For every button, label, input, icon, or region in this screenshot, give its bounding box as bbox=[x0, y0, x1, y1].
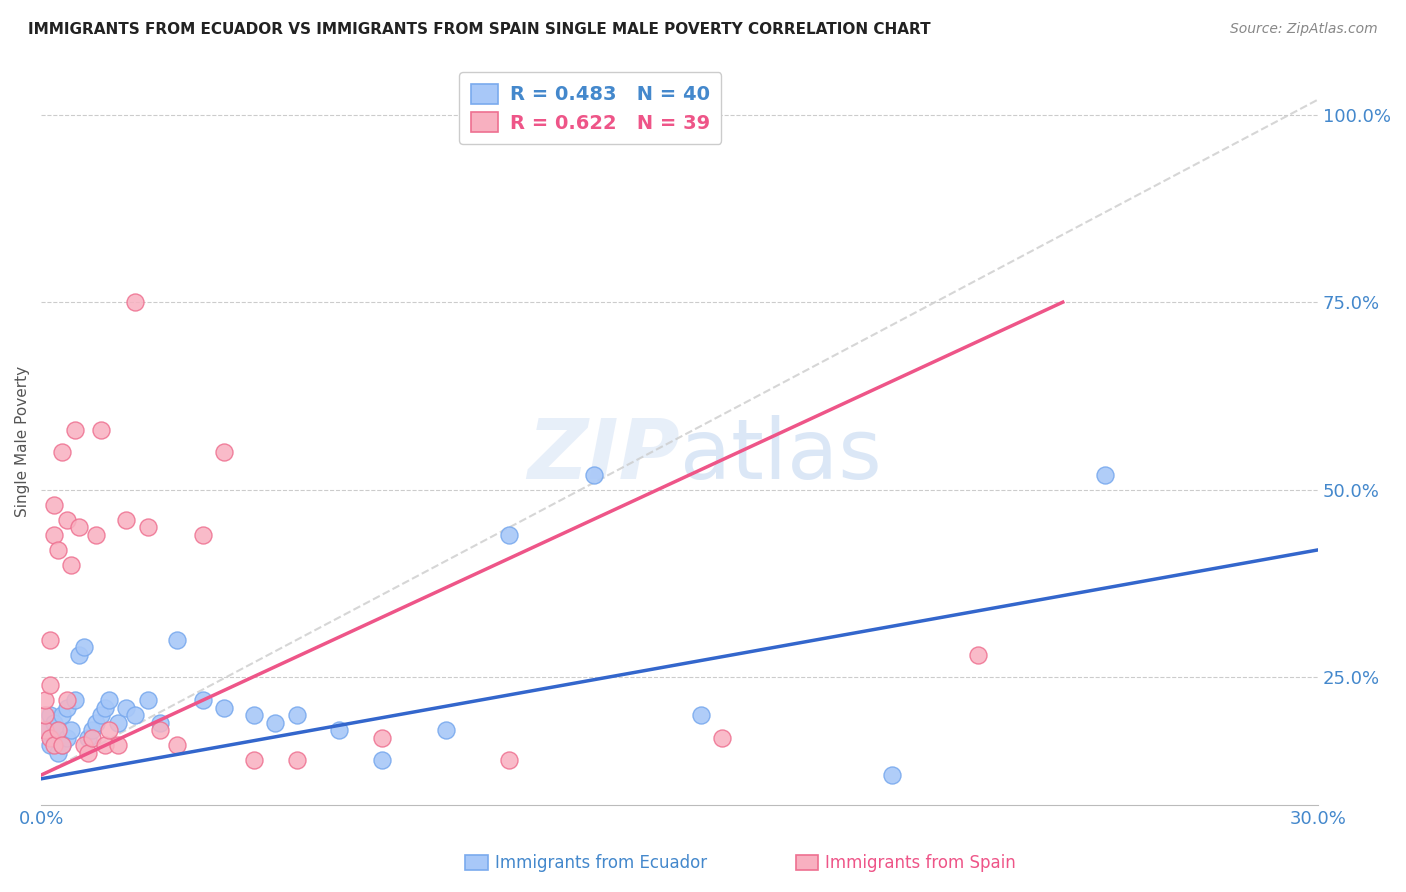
Point bbox=[34, 693, 56, 707]
Point bbox=[166, 738, 188, 752]
Text: ZIP: ZIP bbox=[527, 415, 679, 496]
Point bbox=[55, 513, 77, 527]
Point bbox=[46, 746, 69, 760]
Bar bbox=[796, 855, 818, 871]
Point bbox=[264, 715, 287, 730]
Text: Immigrants from Spain: Immigrants from Spain bbox=[825, 854, 1017, 871]
Legend: R = 0.483   N = 40, R = 0.622   N = 39: R = 0.483 N = 40, R = 0.622 N = 39 bbox=[460, 72, 721, 145]
Point bbox=[46, 542, 69, 557]
Y-axis label: Single Male Poverty: Single Male Poverty bbox=[15, 366, 30, 516]
Point bbox=[34, 708, 56, 723]
Point bbox=[243, 708, 266, 723]
Point bbox=[63, 423, 86, 437]
Point bbox=[882, 768, 904, 782]
Point bbox=[67, 648, 90, 662]
Point bbox=[73, 738, 96, 752]
Point bbox=[42, 528, 65, 542]
Point bbox=[285, 708, 308, 723]
Point bbox=[59, 723, 82, 737]
Point bbox=[212, 700, 235, 714]
Point bbox=[1094, 467, 1116, 482]
Point bbox=[98, 693, 121, 707]
Point bbox=[82, 723, 104, 737]
Point bbox=[124, 708, 146, 723]
Point bbox=[67, 520, 90, 534]
Point bbox=[42, 738, 65, 752]
Point bbox=[498, 528, 520, 542]
Point bbox=[124, 295, 146, 310]
Point bbox=[243, 753, 266, 767]
Point bbox=[55, 700, 77, 714]
Point bbox=[51, 445, 73, 459]
Bar bbox=[465, 855, 488, 871]
Text: Immigrants from Ecuador: Immigrants from Ecuador bbox=[495, 854, 707, 871]
Point bbox=[434, 723, 457, 737]
Point bbox=[149, 723, 172, 737]
Point bbox=[107, 715, 129, 730]
Point bbox=[42, 715, 65, 730]
Point bbox=[46, 723, 69, 737]
Point bbox=[212, 445, 235, 459]
Point bbox=[90, 708, 112, 723]
Point bbox=[38, 632, 60, 647]
Point bbox=[107, 738, 129, 752]
Point bbox=[94, 700, 117, 714]
Point bbox=[98, 723, 121, 737]
Point bbox=[285, 753, 308, 767]
Point bbox=[82, 731, 104, 745]
Point bbox=[690, 708, 713, 723]
Point bbox=[115, 700, 138, 714]
Point bbox=[55, 693, 77, 707]
Point bbox=[583, 467, 606, 482]
Text: Source: ZipAtlas.com: Source: ZipAtlas.com bbox=[1230, 22, 1378, 37]
Point bbox=[136, 520, 159, 534]
Point bbox=[77, 731, 100, 745]
Text: atlas: atlas bbox=[679, 415, 882, 496]
Point bbox=[966, 648, 988, 662]
Point bbox=[38, 678, 60, 692]
Point bbox=[34, 723, 56, 737]
Point bbox=[63, 693, 86, 707]
Point bbox=[86, 528, 108, 542]
Point bbox=[46, 723, 69, 737]
Point bbox=[191, 693, 214, 707]
Point bbox=[38, 738, 60, 752]
Point bbox=[51, 738, 73, 752]
Point bbox=[42, 498, 65, 512]
Point bbox=[38, 708, 60, 723]
Point bbox=[55, 731, 77, 745]
Point bbox=[191, 528, 214, 542]
Point bbox=[370, 731, 392, 745]
Point bbox=[370, 753, 392, 767]
Point bbox=[86, 715, 108, 730]
Point bbox=[711, 731, 734, 745]
Point bbox=[149, 715, 172, 730]
Point bbox=[77, 746, 100, 760]
Point bbox=[94, 738, 117, 752]
Point bbox=[51, 708, 73, 723]
Text: IMMIGRANTS FROM ECUADOR VS IMMIGRANTS FROM SPAIN SINGLE MALE POVERTY CORRELATION: IMMIGRANTS FROM ECUADOR VS IMMIGRANTS FR… bbox=[28, 22, 931, 37]
Point bbox=[328, 723, 350, 737]
Point bbox=[136, 693, 159, 707]
Point bbox=[166, 632, 188, 647]
Point bbox=[42, 731, 65, 745]
Point bbox=[34, 723, 56, 737]
Point bbox=[51, 738, 73, 752]
Point bbox=[38, 731, 60, 745]
Point bbox=[498, 753, 520, 767]
Point bbox=[59, 558, 82, 572]
Point bbox=[90, 423, 112, 437]
Point bbox=[115, 513, 138, 527]
Point bbox=[73, 640, 96, 655]
